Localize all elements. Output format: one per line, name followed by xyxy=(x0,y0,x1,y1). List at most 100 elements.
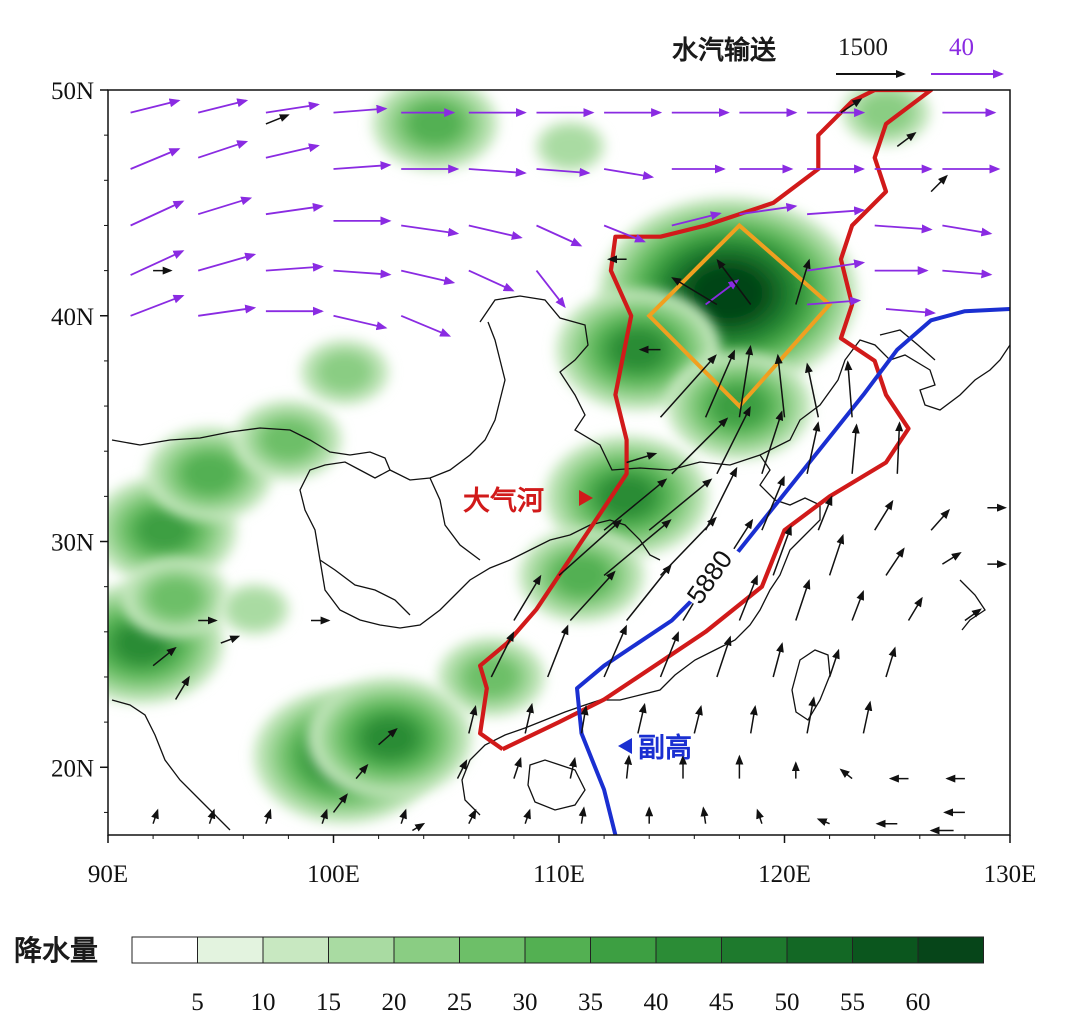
vector-arrow xyxy=(580,705,589,734)
colorbar-cell xyxy=(459,936,526,964)
focus-region-box xyxy=(646,222,833,410)
vector-arrow xyxy=(355,763,369,780)
vector-arrow xyxy=(828,648,840,678)
vector-arrow xyxy=(524,702,534,734)
vector-arrow xyxy=(265,101,320,114)
vector-arrow xyxy=(468,705,478,734)
precip-contour xyxy=(364,718,416,757)
vector-arrow xyxy=(569,756,577,779)
precip-contour xyxy=(319,353,371,392)
vector-arrow xyxy=(805,362,820,418)
precip-cell xyxy=(219,583,290,636)
vector-arrow xyxy=(207,808,216,824)
vector-arrow xyxy=(840,98,863,114)
colorbar-tick-label: 60 xyxy=(906,989,931,1016)
precip-cell xyxy=(300,339,390,406)
purple-reference-value: 40 xyxy=(949,34,974,61)
vector-arrow xyxy=(828,533,845,576)
vector-arrow xyxy=(896,131,917,147)
y-tick-label: 20N xyxy=(51,755,94,782)
precip-cell xyxy=(307,676,473,799)
colorbar-tick-label: 20 xyxy=(382,989,407,1016)
vector-arrow xyxy=(333,104,388,114)
vector-arrow xyxy=(761,475,785,531)
vector-arrow xyxy=(851,590,864,621)
vector-arrow xyxy=(490,631,515,678)
vector-arrow xyxy=(671,417,729,475)
vector-arrow xyxy=(738,574,758,621)
colorbar-cell xyxy=(262,936,329,964)
vector-arrow xyxy=(772,525,792,576)
black-reference-value: 1500 xyxy=(838,34,888,61)
subtropical-high-label: 副高 xyxy=(638,732,692,764)
vector-arrow xyxy=(624,754,633,779)
colorbar-cell xyxy=(524,936,591,964)
vector-arrow xyxy=(130,98,181,114)
vector-arrow xyxy=(659,631,679,678)
vector-arrow xyxy=(716,635,732,678)
vector-arrow xyxy=(816,818,830,826)
colorbar-tick-label: 30 xyxy=(513,989,538,1016)
vector-arrow xyxy=(749,705,758,734)
x-tick-label: 130E xyxy=(984,861,1037,888)
vector-arrow xyxy=(151,808,159,824)
vector-arrow xyxy=(400,269,456,285)
vector-arrow xyxy=(774,353,786,418)
vector-arrow xyxy=(807,296,862,306)
y-axis: 20N 30N 40N 50N xyxy=(51,78,108,813)
map-panel: 5880 xyxy=(108,90,1010,835)
vector-arrow xyxy=(197,252,257,272)
vector-arrow xyxy=(513,756,522,779)
colorbar-cell xyxy=(721,936,788,964)
colorbar-tick-label: 55 xyxy=(840,989,865,1016)
vector-arrow xyxy=(874,499,894,531)
vector-arrow xyxy=(468,808,477,825)
x-axis: 90E 100E 110E 120E 130E xyxy=(88,835,1037,888)
vector-arrow xyxy=(130,250,185,276)
vector-arrow xyxy=(885,646,897,678)
colorbar-cell xyxy=(852,936,919,964)
vector-arrow xyxy=(603,168,655,180)
vector-arrow xyxy=(626,452,658,464)
vector-arrow xyxy=(964,608,982,622)
vector-arrow xyxy=(547,624,569,678)
vector-arrow xyxy=(152,646,177,667)
vector-arrow xyxy=(907,596,923,621)
vector-arrow xyxy=(839,768,853,780)
black-vector-field xyxy=(151,98,1007,835)
colorbar-tick-label: 35 xyxy=(578,989,603,1016)
vector-arrow xyxy=(263,808,272,824)
vector-arrow xyxy=(844,360,853,418)
vector-arrow xyxy=(536,167,591,177)
vector-reference-title: 水汽输送 xyxy=(672,35,776,66)
vector-arrow xyxy=(862,700,873,734)
x-tick-label: 90E xyxy=(88,861,128,888)
atmospheric-river-pointer-icon xyxy=(579,490,593,506)
precip-cell xyxy=(841,90,931,146)
vector-arrow xyxy=(659,354,717,418)
colorbar: 降水量 5 10 15 20 25 30 35 40 45 50 55 60 xyxy=(14,934,984,1016)
vector-arrow xyxy=(895,421,904,474)
vector-arrow xyxy=(265,143,320,159)
vector-arrow xyxy=(535,270,566,309)
precip-contour xyxy=(409,104,461,143)
vector-arrow xyxy=(468,269,515,292)
vector-arrow xyxy=(700,806,709,824)
atmospheric-river-label: 大气河 xyxy=(463,486,544,517)
vector-arrow xyxy=(569,570,616,622)
vector-arrow xyxy=(320,808,328,824)
vector-arrow xyxy=(523,808,531,824)
vector-arrow xyxy=(332,793,348,813)
vector-arrow xyxy=(130,200,185,227)
vector-arrow xyxy=(942,552,962,565)
vector-arrow xyxy=(807,206,866,216)
vector-arrow xyxy=(603,519,672,576)
x-tick-label: 110E xyxy=(533,861,585,888)
vector-arrow xyxy=(333,314,388,331)
colorbar-tick-label: 50 xyxy=(775,989,800,1016)
coastline-borders xyxy=(111,295,1010,831)
precip-cell xyxy=(121,557,230,638)
vector-arrow xyxy=(885,547,905,576)
colorbar-cell xyxy=(917,936,984,964)
